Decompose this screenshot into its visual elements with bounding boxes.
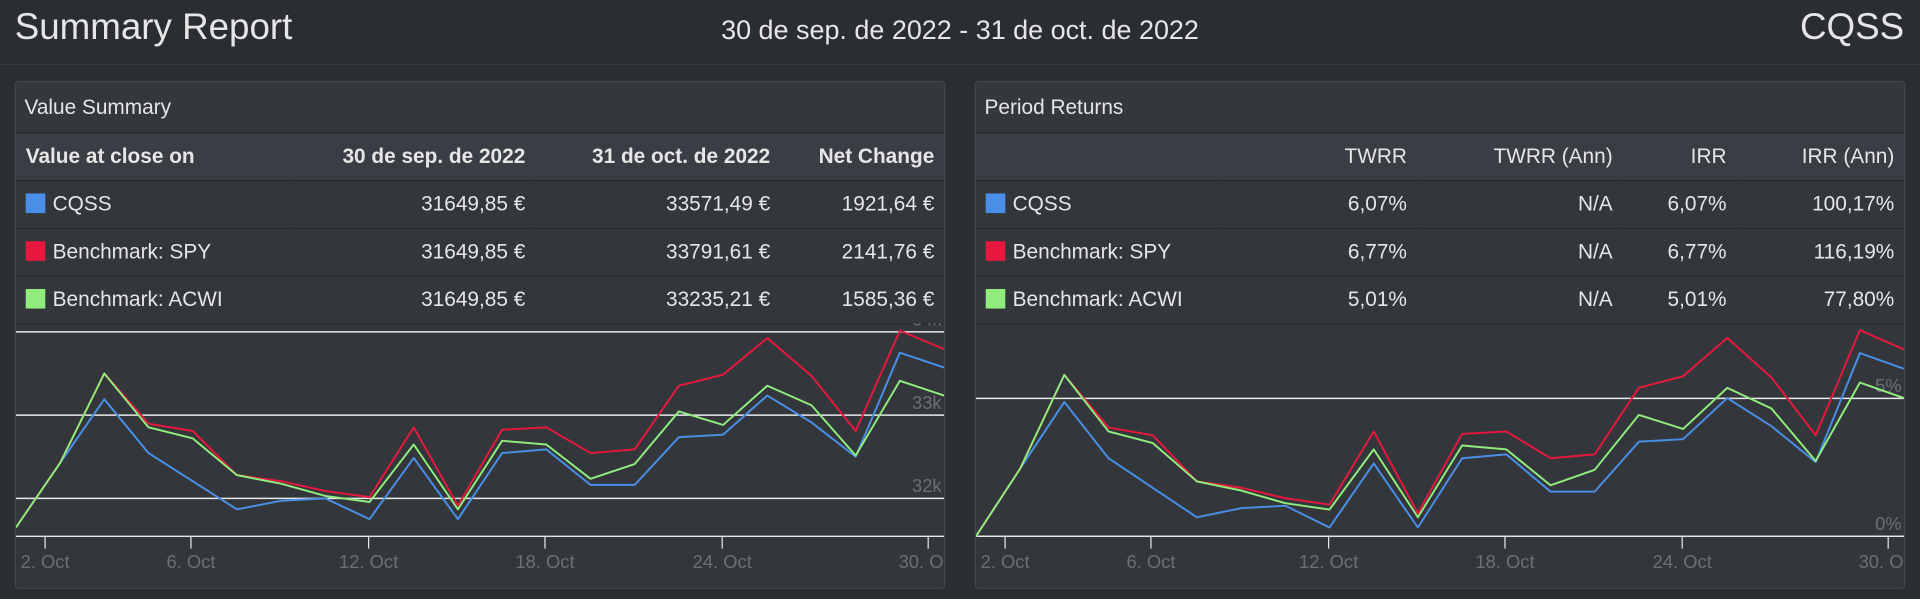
row-label: CQSS — [15, 180, 291, 229]
value-table: Value at close on 30 de sep. de 2022 31 de… — [15, 133, 945, 325]
swatch — [25, 241, 46, 261]
table-row: Benchmark: ACWI 5,01% N/A 5,01% 77,80% — [975, 276, 1905, 325]
column-header: Value at close on — [15, 133, 291, 182]
x-tick-label: 18. Oct — [1475, 551, 1534, 572]
x-tick-label: 6. Oct — [1126, 551, 1175, 572]
cell: 6,07% — [1622, 180, 1737, 229]
y-tick-label: 34k — [912, 323, 942, 329]
cell: 33791,61 € — [535, 228, 781, 277]
column-header: IRR (Ann) — [1736, 133, 1905, 182]
x-tick-label: 2. Oct — [21, 551, 70, 572]
header-row: Value at close on 30 de sep. de 2022 31 de… — [15, 133, 945, 182]
series-name: CQSS — [52, 192, 112, 216]
table-row: CQSS 31649,85 €33571,49 €1921,64 € — [15, 180, 945, 229]
x-tick-label: 18. Oct — [515, 551, 574, 572]
x-tick-label: 24. Oct — [693, 551, 752, 572]
column-header: 31 de oct. de 2022 — [535, 133, 781, 182]
cell: 6,07% — [1220, 180, 1417, 229]
row-label: Benchmark: SPY — [15, 228, 291, 277]
swatch — [985, 288, 1006, 309]
header-row: TWRR TWRR (Ann) IRR IRR (Ann) — [975, 133, 1905, 182]
series-name: Benchmark: ACWI — [1012, 287, 1183, 312]
swatch — [25, 193, 46, 214]
cell: N/A — [1416, 228, 1623, 277]
y-tick-label: 32k — [912, 475, 942, 496]
table-row: CQSS 6,07% N/A 6,07% 100,17% — [975, 180, 1905, 229]
y-tick-label: 0% — [1875, 513, 1902, 534]
cell: 33235,21 € — [535, 276, 781, 325]
column-header: Net Change — [780, 133, 945, 182]
value-chart: 32k 33k 34k 2. Oct 6. Oct 12. Oct 18. Oct 24. O… — [15, 323, 945, 572]
cell: 1921,64 € — [780, 180, 945, 229]
cell: N/A — [1416, 276, 1623, 325]
line-series — [975, 329, 1905, 537]
cell: 116,19% — [1736, 228, 1905, 277]
top-bar: Summary Report 30 de sep. de 2022 - 31 d… — [0, 0, 1920, 65]
cell: 77,80% — [1736, 276, 1905, 325]
period-returns-panel: Period Returns TWRR TWRR (Ann) IRR IRR (Ann… — [974, 80, 1906, 589]
cell: N/A — [1416, 180, 1623, 229]
cell: 2141,76 € — [780, 228, 945, 277]
line-series — [15, 351, 945, 529]
row-label: Benchmark: ACWI — [15, 276, 291, 325]
line-series — [15, 372, 945, 529]
row-label: CQSS — [975, 180, 1221, 229]
returns-table: TWRR TWRR (Ann) IRR IRR (Ann) CQSS 6,07% N/A 6,… — [975, 133, 1905, 325]
cell: 100,17% — [1736, 180, 1905, 229]
cell: 31649,85 € — [290, 180, 536, 229]
x-tick-label: 12. Oct — [339, 551, 398, 572]
x-tick-label: 24. Oct — [1653, 551, 1712, 572]
y-tick-label: 33k — [912, 392, 942, 413]
date-range: 30 de sep. de 2022 - 31 de oct. de 2022 — [721, 14, 1199, 46]
x-tick-label: 6. Oct — [166, 551, 215, 572]
x-tick-label: 12. Oct — [1299, 551, 1358, 572]
panel-title: Value Summary — [15, 82, 945, 134]
swatch — [985, 193, 1006, 214]
x-tick-label: 2. Oct — [981, 551, 1030, 572]
column-header: 30 de sep. de 2022 — [290, 133, 536, 182]
cell: 6,77% — [1220, 228, 1417, 277]
x-tick-label: 30. Oct — [899, 551, 945, 572]
swatch — [985, 241, 1006, 261]
series-name: Benchmark: ACWI — [52, 287, 223, 312]
cell: 31649,85 € — [290, 228, 536, 277]
title: Summary Report — [14, 7, 293, 48]
cell: 5,01% — [1220, 276, 1417, 325]
line-series — [15, 329, 945, 529]
table-row: Benchmark: SPY 31649,85 €33791,61 €2141,7… — [15, 228, 945, 277]
swatch — [25, 288, 46, 309]
series-name: Benchmark: SPY — [1012, 240, 1172, 264]
account: CQSS — [1799, 7, 1905, 48]
panel-title: Period Returns — [975, 82, 1905, 134]
line-series — [975, 373, 1905, 537]
series-name: CQSS — [1012, 192, 1072, 216]
cell: 31649,85 € — [290, 276, 536, 325]
x-tick-label: 30. Oct — [1859, 551, 1905, 572]
value-summary-panel: Value Summary Value at close on 30 de sep… — [14, 80, 946, 589]
row-label: Benchmark: ACWI — [975, 276, 1221, 325]
series-name: Benchmark: SPY — [52, 240, 212, 264]
column-header — [975, 133, 1221, 182]
column-header: IRR — [1622, 133, 1737, 182]
cell: 6,77% — [1622, 228, 1737, 277]
cell: 5,01% — [1622, 276, 1737, 325]
returns-chart: 0%5%2. Oct 6. Oct 12. Oct 18. Oct 24. Oct 30.… — [975, 329, 1905, 572]
table-row: Benchmark: SPY 6,77% N/A 6,77% 116,19% — [975, 228, 1905, 277]
column-header: TWRR — [1220, 133, 1417, 182]
row-label: Benchmark: SPY — [975, 228, 1221, 277]
table-row: Benchmark: ACWI 31649,85 €33235,21 €1585,… — [15, 276, 945, 325]
line-series — [975, 352, 1905, 537]
cell: 33571,49 € — [535, 180, 781, 229]
cell: 1585,36 € — [780, 276, 945, 325]
column-header: TWRR (Ann) — [1416, 133, 1623, 182]
